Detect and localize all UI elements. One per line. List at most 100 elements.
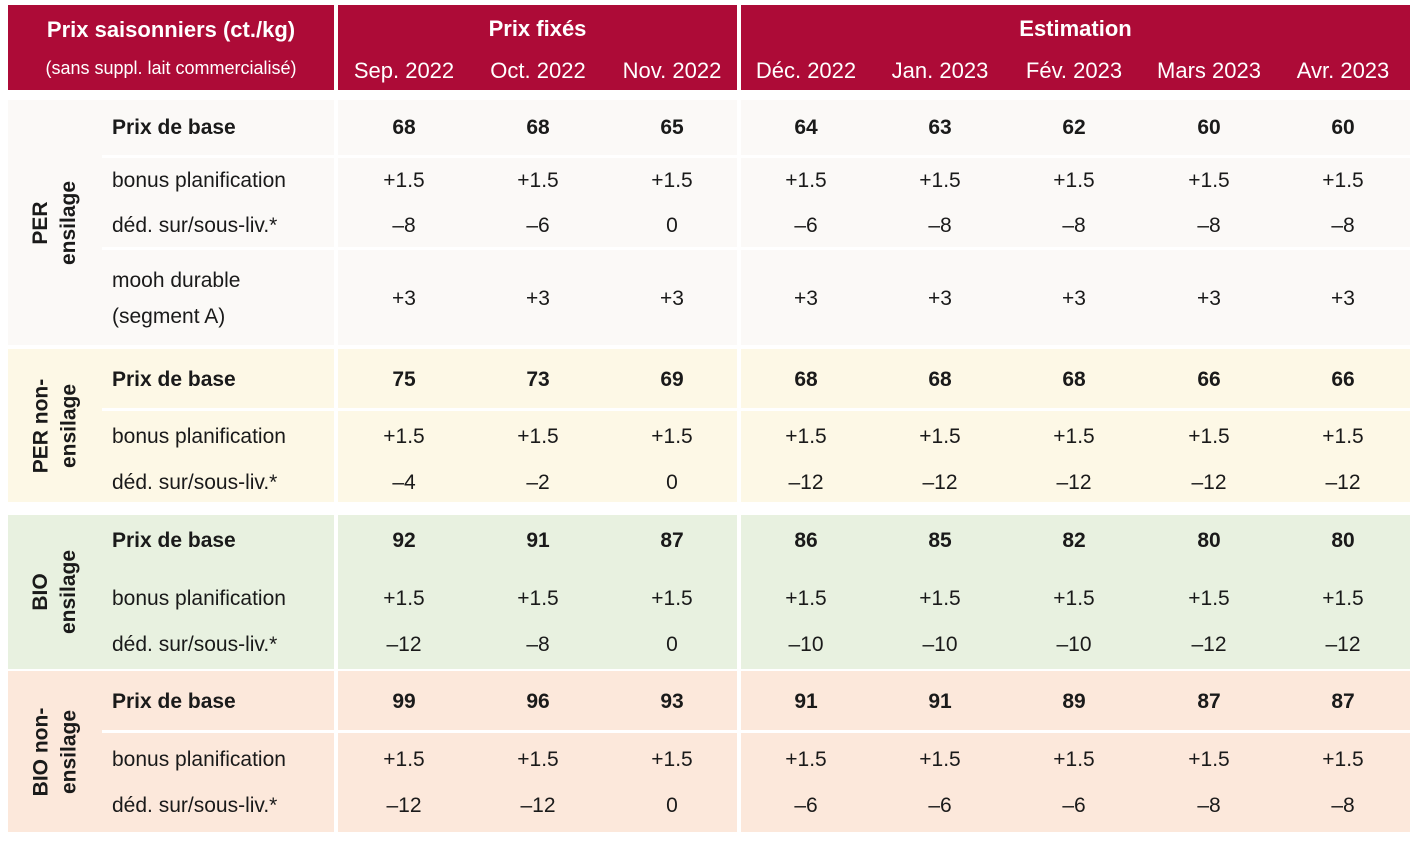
table-cell: 87 [1331,690,1355,713]
table-cell: +1.5 [651,425,693,448]
table-cell: 65 [660,116,684,139]
row-label: déd. sur/sous-liv.* [112,633,278,656]
table-cell: –6 [928,794,952,817]
table-cell: +1.5 [517,169,559,192]
table-cell: 60 [1197,116,1221,139]
table-cell: 0 [666,794,678,817]
row-label: déd. sur/sous-liv.* [112,794,278,817]
row-separator [102,155,1410,158]
table-cell: –8 [928,214,952,237]
table-cell: +1.5 [1322,587,1364,610]
table-cell: 80 [1197,529,1221,552]
table-cell: +1.5 [1322,169,1364,192]
table-cell: 68 [1062,368,1086,391]
band-bio-ensilage [8,515,1410,669]
table-cell: +3 [794,287,818,310]
row-label: déd. sur/sous-liv.* [112,214,278,237]
table-cell: +3 [392,287,416,310]
table-cell: 85 [928,529,952,552]
row-separator [102,730,1410,733]
table-cell: +1.5 [651,169,693,192]
header-fixed-prices: Prix fixés [338,5,737,90]
row-label: bonus planification [112,169,286,192]
table-cell: 91 [928,690,952,713]
row-label-line2: (segment A) [112,305,226,328]
table-cell: –8 [1197,214,1221,237]
month-header: Oct. 2022 [490,58,586,83]
group-label-bio-non-ensilage: BIO non- ensilage [8,671,102,832]
row-label: Prix de base [112,690,236,713]
table-cell: 62 [1062,116,1086,139]
row-label: Prix de base [112,368,236,391]
row-label: mooh durable [112,269,241,292]
row-label: Prix de base [112,116,236,139]
table-cell: 91 [526,529,550,552]
table-cell: 82 [1062,529,1086,552]
table-cell: 64 [794,116,818,139]
table-cell: 63 [928,116,952,139]
column-separator [737,515,741,669]
table-cell: +3 [1197,287,1221,310]
table-cell: –12 [1191,633,1227,656]
table-subtitle: (sans suppl. lait commercialisé) [45,58,297,78]
table-cell: +1.5 [785,587,827,610]
table-cell: +1.5 [1053,748,1095,771]
row-label: bonus planification [112,587,286,610]
table-cell: +1.5 [1188,425,1230,448]
column-separator [334,100,338,345]
column-separator [737,349,741,502]
table-cell: +1.5 [919,425,961,448]
table-cell: –10 [1056,633,1092,656]
table-cell: +1.5 [517,748,559,771]
table-cell: –8 [392,214,416,237]
table-cell: 96 [526,690,550,713]
table-cell: –8 [1331,214,1355,237]
table-cell: +1.5 [383,748,425,771]
table-cell: +3 [660,287,684,310]
row-separator [102,247,1410,250]
table-cell: 68 [794,368,818,391]
table-cell: +3 [526,287,550,310]
table-cell: 73 [526,368,550,391]
fixed-prices-label: Prix fixés [488,16,587,41]
estimation-label: Estimation [1019,16,1132,41]
table-cell: +1.5 [517,425,559,448]
month-header: Jan. 2023 [891,58,989,83]
table-cell: –12 [386,633,422,656]
table-cell: +1.5 [383,425,425,448]
table-cell: +1.5 [919,748,961,771]
row-separator [102,408,1410,411]
table-cell: +1.5 [1053,425,1095,448]
table-cell: 99 [392,690,416,713]
table-cell: 68 [392,116,416,139]
column-separator [737,671,741,832]
band-per-non-ensilage [8,349,1410,502]
table-cell: –2 [526,471,550,494]
table-cell: 86 [794,529,818,552]
month-header: Avr. 2023 [1296,58,1390,83]
table-cell: +1.5 [919,587,961,610]
table-cell: 0 [666,471,678,494]
table-cell: –8 [1062,214,1086,237]
table-cell: +1.5 [1188,587,1230,610]
month-header: Déc. 2022 [755,58,857,83]
group-label-text: PER non- ensilage [29,378,80,473]
table-cell: +1.5 [919,169,961,192]
table-cell: 87 [660,529,684,552]
header-title-cell: Prix saisonniers (ct./kg) (sans suppl. l… [8,5,334,90]
table-cell: 89 [1062,690,1086,713]
table-cell: +1.5 [651,748,693,771]
table-cell: –12 [788,471,824,494]
table-cell: 68 [928,368,952,391]
month-header: Fév. 2023 [1025,58,1123,83]
group-label-text: BIO non- ensilage [29,707,80,796]
table-cell: –6 [794,794,818,817]
row-label: bonus planification [112,425,286,448]
table-cell: –10 [788,633,824,656]
table-cell: 87 [1197,690,1221,713]
group-label-per-non-ensilage: PER non- ensilage [8,349,102,502]
table-cell: 93 [660,690,684,713]
column-separator [334,349,338,502]
group-label-text: PER ensilage [28,180,80,265]
table-cell: –12 [1191,471,1227,494]
